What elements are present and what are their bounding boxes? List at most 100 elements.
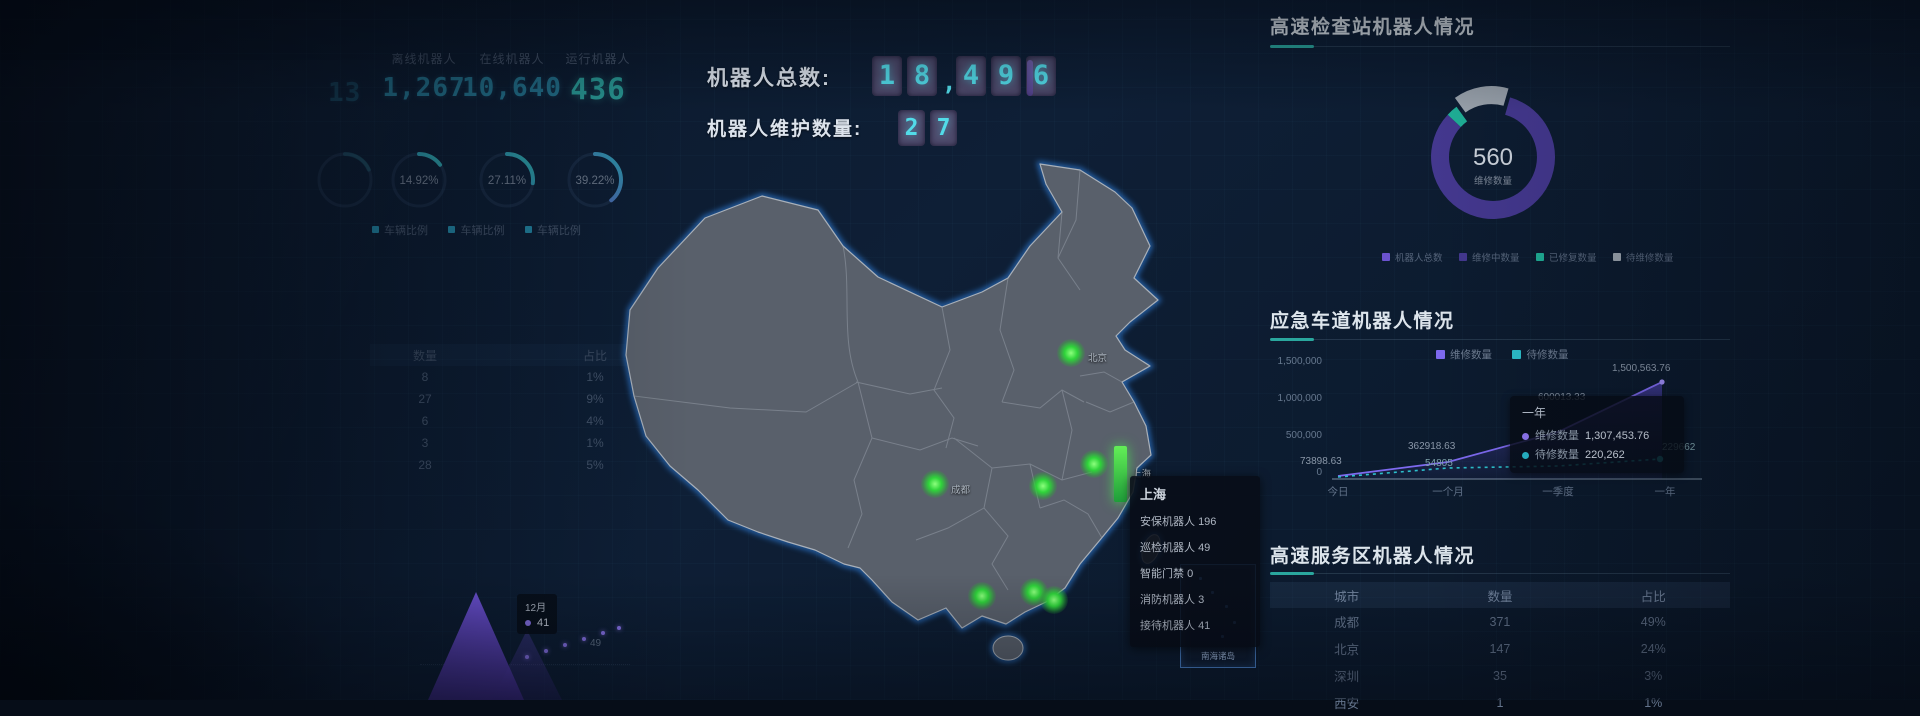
legend-item[interactable]: 机器人总数 (1382, 250, 1443, 264)
data-label: 54805 (1425, 458, 1453, 469)
map-marker[interactable] (1040, 586, 1068, 614)
column-header: 占比 (1640, 589, 1666, 604)
series-dot-icon (1522, 432, 1529, 440)
left-ratio-table: 数量 占比 8 1% 27 9% 6 4% 3 1% 28 5% (370, 344, 640, 476)
cell-pct: 49% (1640, 614, 1666, 629)
purple-end-point[interactable] (1659, 379, 1665, 385)
table-row[interactable]: 北京 147 24% (1270, 635, 1730, 662)
legend-swatch-icon (1535, 253, 1544, 261)
gauge-2: 14.92% (391, 152, 447, 208)
cell-count: 6 (421, 414, 429, 428)
tooltip-row: 维修数量 1,307,453.76 (1522, 427, 1672, 446)
table-row: 6 4% (370, 410, 640, 432)
stat-col-running: 运行机器人 436 (550, 50, 646, 106)
digit-box: 1 (872, 56, 902, 96)
digit-box: 8 (907, 56, 937, 96)
mini-chart-point (582, 637, 586, 641)
robot-type: 消防机器人 (1140, 594, 1195, 606)
gauge-3: 27.11% (479, 152, 535, 208)
legend-label: 待维修数量 (1625, 253, 1674, 264)
map-land[interactable] (625, 163, 1164, 661)
legend-item[interactable]: 已修复数量 (1535, 250, 1597, 264)
map-marker[interactable] (968, 582, 996, 610)
cell-city: 北京 (1334, 643, 1360, 657)
map-marker-beijing[interactable] (1057, 339, 1085, 367)
table-row[interactable]: 成都 371 49% (1270, 608, 1730, 635)
map-marker[interactable] (1029, 472, 1057, 500)
cell-count: 1 (1496, 695, 1504, 710)
legend-label: 机器人总数 (1395, 253, 1443, 264)
title-divider (1270, 46, 1730, 47)
mini-chart-point (563, 643, 567, 647)
legend-swatch-icon (1382, 253, 1390, 261)
hainan-island[interactable] (992, 635, 1024, 661)
cell-count: 8 (421, 370, 429, 384)
donut-slice-gray-exploded[interactable] (1454, 86, 1509, 113)
cell-city: 成都 (1334, 616, 1360, 630)
donut-center-label: 维修数量 (1474, 175, 1513, 187)
legend-item[interactable]: 车辆比例 (448, 222, 504, 238)
cell-count: 147 (1489, 641, 1511, 656)
digit-box: 9 (991, 56, 1021, 96)
gauge-value: 27.11% (488, 175, 526, 187)
legend-item[interactable]: 车辆比例 (372, 222, 428, 238)
robot-total-label: 机器人总数: (707, 67, 831, 90)
legend-item[interactable]: 车辆比例 (524, 222, 581, 238)
checkpoint-donut-chart[interactable]: 560 维修数量 (1400, 72, 1590, 242)
gauge-legend: 车辆比例 车辆比例 车辆比例 (372, 220, 597, 238)
series-value: 220,262 (1585, 449, 1625, 461)
map-marker[interactable] (1080, 450, 1108, 478)
tooltip-row: 接待机器人 41 (1140, 613, 1250, 639)
tooltip-row: 安保机器人 196 (1140, 509, 1250, 535)
title-divider (1270, 573, 1730, 574)
stat-col-online: 在线机器人 10,640 (462, 50, 562, 103)
inset-label: 南海诸岛 (1200, 651, 1235, 661)
stat-label: 运行机器人 (565, 52, 631, 66)
map-marker-shanghai-bar[interactable] (1114, 446, 1127, 502)
map-marker-chengdu[interactable] (921, 470, 949, 498)
series-value: 1,307,453.76 (1585, 430, 1650, 442)
column-header: 数量 (412, 348, 437, 363)
legend-item[interactable]: 待维修数量 (1612, 250, 1674, 264)
legend-label: 已修复数量 (1548, 253, 1597, 264)
partial-stat-number: 13 (328, 78, 362, 108)
x-tick: 一季度 (1542, 486, 1574, 498)
mini-chart-tooltip: 12月 41 (517, 594, 558, 634)
series-dot-icon (525, 620, 531, 627)
panel-title-emergency: 应急车道机器人情况 (1270, 311, 1455, 332)
donut-center-value: 560 (1473, 144, 1513, 171)
robot-type: 安保机器人 (1140, 516, 1195, 528)
mini-chart-point (601, 631, 605, 635)
cell-city: 深圳 (1334, 670, 1360, 684)
tooltip-value: 41 (537, 617, 550, 629)
stat-value: 1,267 (382, 73, 466, 103)
legend-item[interactable]: 维修中数量 (1458, 250, 1520, 264)
legend-label: 车辆比例 (384, 224, 428, 237)
tooltip-period: 一年 (1522, 406, 1547, 420)
tooltip-row: 智能门禁 0 (1140, 561, 1250, 587)
cell-count: 371 (1489, 614, 1511, 629)
x-tick: 今日 (1327, 486, 1349, 498)
tooltip-row: 待修数量 220,262 (1522, 446, 1672, 465)
robot-count: 49 (1198, 542, 1211, 554)
panel-title-checkpoint: 高速检查站机器人情况 (1270, 17, 1476, 38)
column-header: 数量 (1487, 589, 1513, 604)
cell-pct: 24% (1640, 641, 1666, 656)
legend-label: 维修中数量 (1471, 253, 1520, 264)
table-row[interactable]: 深圳 35 3% (1270, 662, 1730, 689)
robot-type: 智能门禁 (1140, 568, 1184, 580)
mini-chart-point (525, 655, 529, 659)
partial-stat-value: 13 (328, 78, 361, 108)
data-label: 1,500,563.76 (1612, 363, 1671, 374)
robot-count: 0 (1187, 568, 1194, 580)
gauge-value: 39.22% (575, 175, 614, 187)
map-marker-label: 北京 (1088, 353, 1108, 364)
cell-count: 27 (418, 392, 432, 406)
stat-value: 10,640 (462, 73, 562, 103)
table-header-row: 数量 占比 (370, 344, 640, 366)
table-row[interactable]: 西安 1 1% (1270, 689, 1730, 716)
robot-count: 3 (1198, 594, 1205, 606)
panel-title-service: 高速服务区机器人情况 (1270, 546, 1476, 567)
cell-pct: 1% (1644, 695, 1663, 710)
